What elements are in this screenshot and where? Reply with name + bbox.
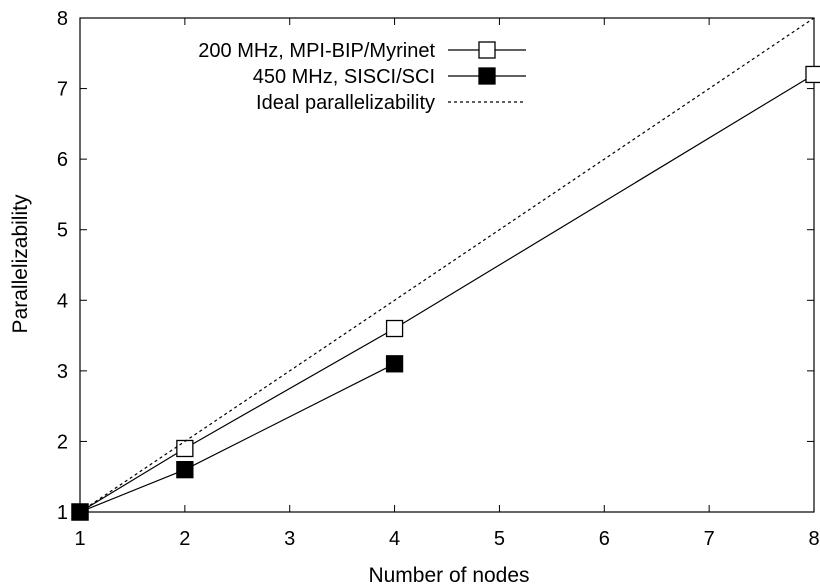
- legend-marker: [478, 41, 496, 59]
- x-tick-label: 6: [599, 528, 610, 550]
- series-line: [79, 17, 815, 513]
- y-tick-label: 1: [57, 502, 68, 524]
- legend-marker: [478, 67, 496, 85]
- series-3: [79, 17, 815, 513]
- x-tick-label: 3: [284, 528, 295, 550]
- plot-border: [79, 17, 815, 513]
- x-tick-label: 5: [494, 528, 505, 550]
- data-point: [176, 439, 194, 458]
- y-tick-label: 7: [57, 79, 68, 101]
- y-axis: 1 2 3 4 5 6 7 8: [57, 8, 814, 524]
- y-tick-label: 2: [57, 431, 68, 453]
- y-tick-label: 6: [57, 149, 68, 171]
- x-tick-label: 8: [808, 528, 819, 550]
- x-tick-label: 1: [74, 528, 85, 550]
- legend-label: 450 MHz, SISCI/SCI: [253, 66, 435, 88]
- data-point: [385, 319, 404, 338]
- series-1: [71, 65, 820, 521]
- y-axis-title: Parallelizability: [9, 194, 32, 333]
- y-tick-label: 8: [57, 8, 68, 30]
- legend-label: 200 MHz, MPI-BIP/Myrinet: [198, 40, 435, 62]
- x-axis-title: Number of nodes: [368, 564, 529, 587]
- y-tick-label: 5: [57, 220, 68, 242]
- data-point: [385, 355, 404, 373]
- series-2: [71, 355, 404, 521]
- data-point: [176, 461, 194, 479]
- legend: 200 MHz, MPI-BIP/Myrinet 450 MHz, SISCI/S…: [198, 40, 526, 114]
- y-tick-label: 3: [57, 361, 68, 383]
- x-axis: 1 2 3 4 5 6 7 8: [74, 18, 820, 550]
- series-layer: [71, 17, 820, 521]
- x-tick-label: 2: [179, 528, 190, 550]
- y-tick-label: 4: [57, 290, 68, 312]
- x-tick-label: 4: [389, 528, 400, 550]
- data-point: [805, 65, 820, 84]
- series-line: [79, 73, 815, 513]
- x-tick-label: 7: [704, 528, 715, 550]
- legend-label: Ideal parallelizability: [256, 92, 435, 114]
- plot-frame: [79, 17, 815, 513]
- series-line: [79, 363, 395, 513]
- data-point: [71, 503, 89, 521]
